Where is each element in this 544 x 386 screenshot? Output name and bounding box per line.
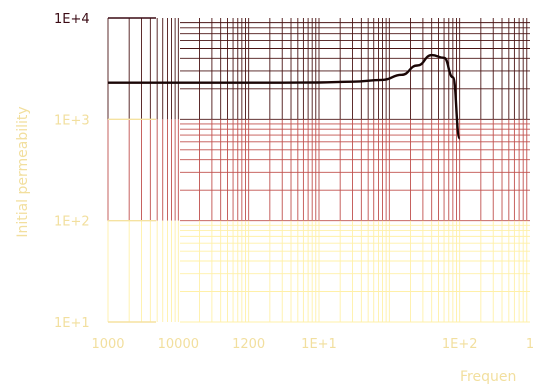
y-tick-label: 1E+1 [54,316,90,331]
y-tick-labels: 1E+4 1E+3 1E+2 1E+1 [54,12,90,331]
x-tick-label: 1E+1 [301,337,337,352]
x-tick-label: 1 [526,337,534,352]
x-axis-label: Frequen [460,369,516,385]
y-tick-label: 1E+3 [54,113,90,128]
x-tick-label: 10000 [158,337,199,352]
x-tick-labels: 1000 10000 1200 1E+1 1E+2 1 [91,337,534,352]
chart-grid [107,17,530,323]
y-tick-label: 1E+2 [54,215,90,230]
x-tick-label: 1000 [91,337,124,352]
x-tick-label: 1200 [232,337,265,352]
y-axis-label: Initial permeability [15,106,31,237]
series-line [108,53,461,140]
x-tick-label: 1E+2 [442,337,478,352]
y-tick-label: 1E+4 [54,12,90,27]
